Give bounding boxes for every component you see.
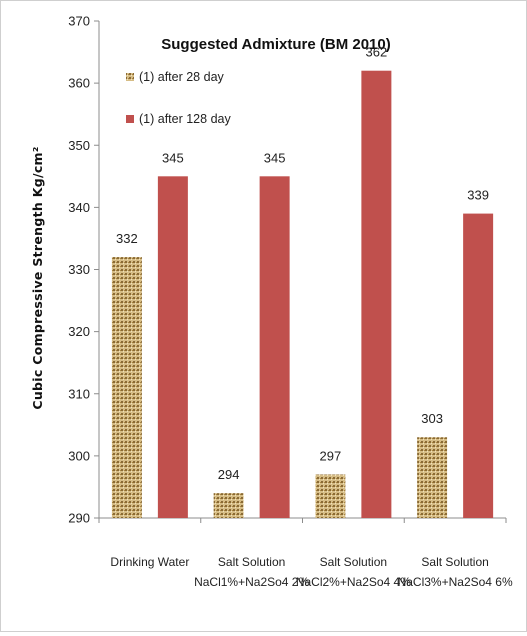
bar-28day: [315, 474, 346, 518]
legend-swatch: [126, 73, 134, 81]
y-axis-label: Cubic Compressive Strength Kg/cm²: [30, 146, 45, 409]
y-tick-label: 310: [68, 386, 90, 401]
data-label: 294: [218, 467, 240, 482]
x-tick-label: Salt Solution: [320, 555, 387, 569]
x-tick-label: NaCl1%+Na2So4 2%: [194, 575, 309, 589]
bar-128day: [463, 213, 494, 518]
legend: (1) after 28 day (1) after 128 day: [126, 70, 231, 126]
y-tick-label: 350: [68, 138, 90, 153]
y-tick-label: 330: [68, 262, 90, 277]
legend-label: (1) after 28 day: [139, 70, 225, 84]
y-tick-label: 360: [68, 76, 90, 91]
x-tick-label: Drinking Water: [110, 555, 189, 569]
y-tick-label: 340: [68, 200, 90, 215]
axes: 290 300 310 320 330 340 350 360 370 Drinking Wate…: [68, 14, 513, 590]
data-label: 339: [467, 188, 489, 203]
data-label: 297: [320, 449, 342, 464]
data-label: 362: [366, 45, 388, 60]
y-tick-label: 370: [68, 14, 90, 29]
bar-128day: [361, 70, 392, 518]
bar-28day: [417, 437, 448, 518]
legend-swatch: [126, 115, 134, 123]
y-tick-label: 320: [68, 324, 90, 339]
y-tick-label: 290: [68, 511, 90, 526]
data-label: 332: [116, 231, 138, 246]
data-label: 303: [421, 411, 443, 426]
x-tick-label: Salt Solution: [421, 555, 488, 569]
legend-label: (1) after 128 day: [139, 112, 231, 126]
x-tick-label: Salt Solution: [218, 555, 285, 569]
data-label: 345: [162, 150, 184, 165]
bar-128day: [259, 176, 290, 518]
y-tick-label: 300: [68, 448, 90, 463]
x-tick-label: NaCl3%+Na2So4 6%: [398, 575, 513, 589]
bar-128day: [157, 176, 188, 518]
x-tick-label: NaCl2%+Na2So4 4%: [296, 575, 411, 589]
data-labels: 332 294 297 303 345 345 362 339: [116, 45, 489, 482]
bars: [111, 70, 494, 518]
bar-28day: [213, 493, 244, 518]
data-label: 345: [264, 150, 286, 165]
bar-28day: [111, 257, 142, 518]
chart-title: Suggested Admixture (BM 2010): [161, 36, 391, 53]
